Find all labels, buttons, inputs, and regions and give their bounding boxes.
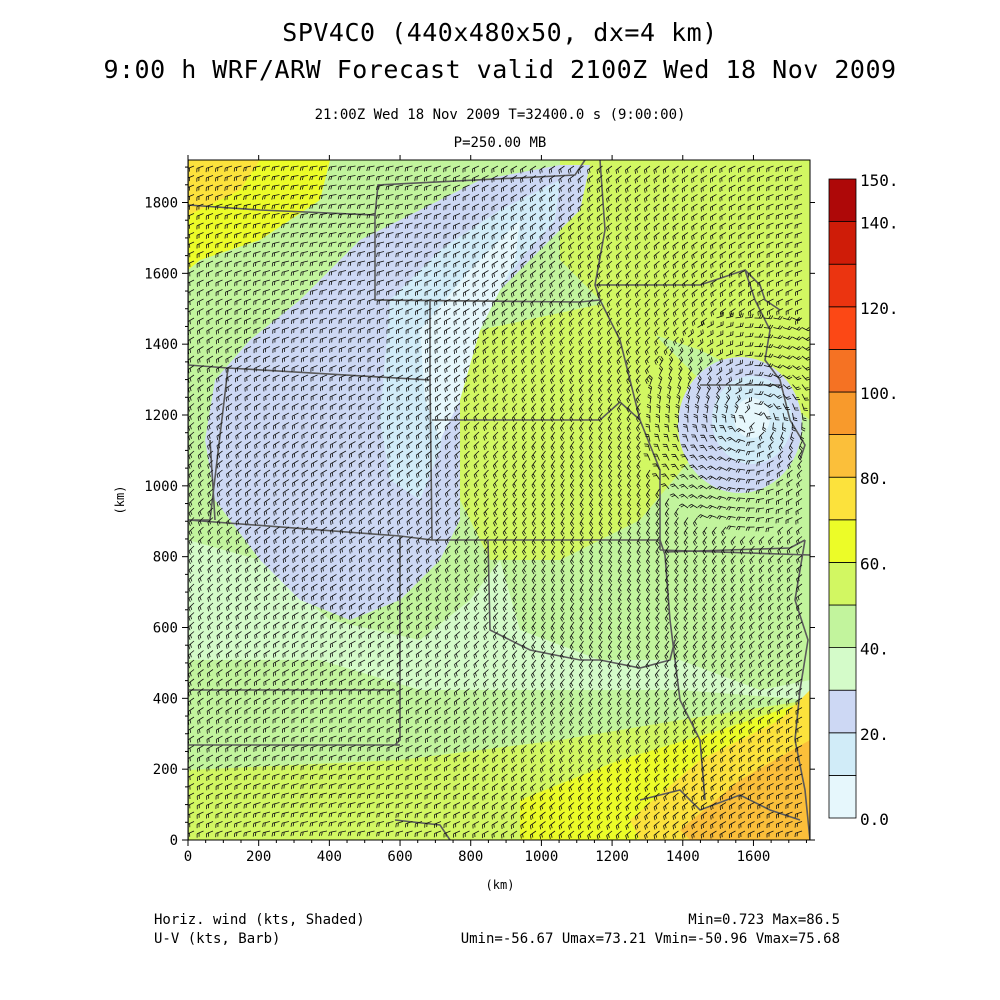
shading-nw-max [188,160,260,215]
colorbar-label: 20. [860,725,889,744]
shading-calm-core [420,220,520,440]
y-tick-label: 1800 [144,196,178,212]
colorbar-swatch [828,476,857,521]
y-tick-label: 200 [153,762,178,778]
y-tick-label: 0 [170,833,178,849]
x-tick-label: 400 [317,849,342,865]
valid-time-label: 21:00Z Wed 18 Nov 2009 T=32400.0 s (9:00… [314,107,686,123]
colorbar-swatch [828,604,857,648]
colorbar-swatch [828,391,857,435]
wind-barb-field [188,165,810,840]
colorbar-swatch [828,647,857,691]
x-tick-label: 600 [387,849,412,865]
y-tick-label: 1400 [144,337,178,353]
shaded-field-label: Horiz. wind (kts, Shaded) [154,912,365,928]
barb-field-label: U-V (kts, Barb) [154,931,281,947]
x-axis: 0 200 400 600 800 1000 1200 1400 1600 [184,155,807,865]
plot-area [188,160,810,840]
shading-band-50 [560,160,810,420]
x-tick-label: 1200 [595,849,629,865]
state-boundaries [188,160,810,840]
colorbar-swatch [828,519,857,563]
shading-closed-low-center [734,398,770,438]
chart-title: SPV4C0 (440x480x50, dx=4 km) [282,18,718,47]
colorbar-swatch [828,221,857,265]
x-tick-label: 0 [184,849,192,865]
uv-stats: Umin=-56.67 Umax=73.21 Vmin=-50.96 Vmax=… [460,931,840,947]
colorbar-swatch [828,732,857,776]
colorbar-label: 100. [860,384,899,403]
colorbar-swatch [828,348,857,393]
y-tick-label: 800 [153,550,178,566]
colorbar-swatch [828,689,857,734]
colorbar-label: 120. [860,299,899,318]
y-tick-label: 1000 [144,479,178,495]
colorbar-swatch [828,775,857,819]
colorbar: 0.0 20. 40. 60. 80. 100. 120. 140. 150. [828,171,899,829]
chart-subtitle: 9:00 h WRF/ARW Forecast valid 2100Z Wed … [103,55,897,84]
pressure-level-label: P=250.00 MB [453,135,547,151]
y-axis: 0 200 400 600 800 1000 1200 1400 1600 1800 [144,166,815,849]
colorbar-label: 40. [860,640,889,659]
x-tick-label: 200 [246,849,271,865]
x-tick-label: 800 [458,849,483,865]
colorbar-label: 150. [860,171,899,190]
colorbar-label: 80. [860,469,889,488]
x-tick-label: 1600 [737,849,771,865]
x-axis-label: (km) [486,878,515,892]
min-max-stats: Min=0.723 Max=86.5 [688,912,840,928]
colorbar-swatch [828,263,857,308]
y-axis-label: (km) [113,486,127,515]
y-tick-label: 1200 [144,408,178,424]
y-tick-label: 400 [153,691,178,707]
colorbar-swatch [828,434,857,478]
shading-jet-core [460,300,700,560]
colorbar-swatch [828,306,857,350]
colorbar-swatch [828,178,857,222]
plot-frame [187,159,811,841]
colorbar-label: 60. [860,554,889,573]
y-tick-label: 1600 [144,266,178,282]
x-tick-label: 1400 [666,849,700,865]
y-tick-label: 600 [153,621,178,637]
colorbar-swatch [828,562,857,606]
wind-barbs [188,165,810,840]
x-tick-label: 1000 [525,849,559,865]
colorbar-label: 0.0 [860,810,889,829]
colorbar-label: 140. [860,214,899,233]
